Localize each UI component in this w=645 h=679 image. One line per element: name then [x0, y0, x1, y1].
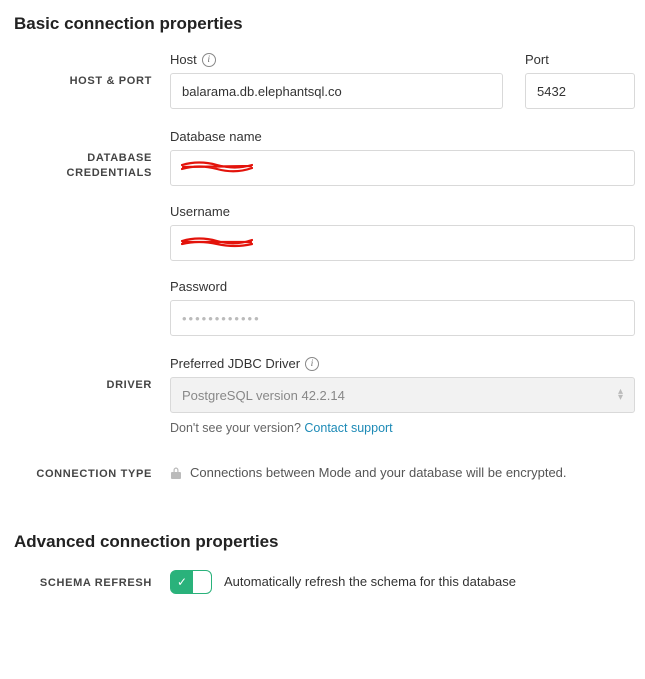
db-creds-label: DATABASE CREDENTIALS [10, 129, 170, 181]
schema-refresh-row: SCHEMA REFRESH ✓ Automatically refresh t… [10, 570, 635, 594]
port-input[interactable] [525, 73, 635, 109]
conn-type-row: CONNECTION TYPE Connections between Mode… [10, 465, 635, 482]
advanced-section-title: Advanced connection properties [14, 532, 635, 552]
driver-row: DRIVER Preferred JDBC Driver i PostgreSQ… [10, 356, 635, 435]
db-creds-row: DATABASE CREDENTIALS Database name Usern… [10, 129, 635, 336]
driver-label: DRIVER [10, 356, 170, 393]
driver-select-value: PostgreSQL version 42.2.14 [182, 388, 345, 403]
host-input[interactable] [170, 73, 503, 109]
select-arrows-icon: ▴▾ [618, 389, 623, 401]
dbname-field-label: Database name [170, 129, 635, 144]
driver-hint: Don't see your version? Contact support [170, 421, 635, 435]
conn-type-label: CONNECTION TYPE [10, 465, 170, 482]
redacted-mark [181, 162, 251, 174]
host-field-label: Host i [170, 52, 503, 67]
info-icon[interactable]: i [305, 357, 319, 371]
conn-type-text: Connections between Mode and your databa… [170, 465, 635, 480]
lock-icon [170, 466, 182, 480]
schema-refresh-toggle-label: Automatically refresh the schema for thi… [224, 574, 516, 589]
driver-select[interactable]: PostgreSQL version 42.2.14 ▴▾ [170, 377, 635, 413]
schema-refresh-toggle[interactable]: ✓ [170, 570, 212, 594]
check-icon: ✓ [177, 575, 187, 589]
contact-support-link[interactable]: Contact support [304, 421, 392, 435]
host-port-row: HOST & PORT Host i Port [10, 52, 635, 109]
password-input[interactable] [170, 300, 635, 336]
info-icon[interactable]: i [202, 53, 216, 67]
basic-section-title: Basic connection properties [14, 14, 635, 34]
schema-refresh-label: SCHEMA REFRESH [10, 570, 170, 591]
username-field-label: Username [170, 204, 635, 219]
redacted-mark [181, 237, 251, 249]
port-field-label: Port [525, 52, 635, 67]
host-port-label: HOST & PORT [10, 52, 170, 89]
driver-field-label: Preferred JDBC Driver i [170, 356, 635, 371]
password-field-label: Password [170, 279, 635, 294]
